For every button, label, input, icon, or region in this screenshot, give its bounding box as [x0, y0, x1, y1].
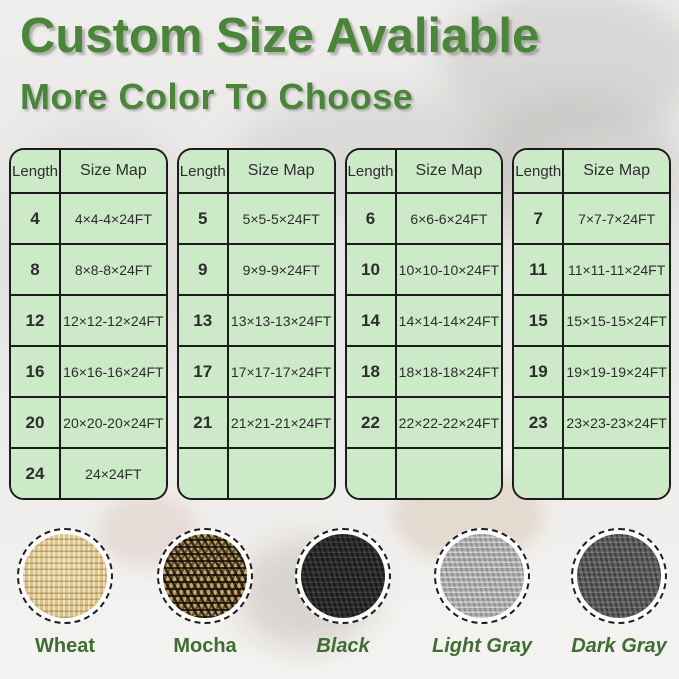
length-cell: 20 — [11, 396, 59, 447]
length-cell: 23 — [514, 396, 563, 447]
size-map-cell: 24×24FT — [59, 447, 166, 498]
length-cell: 12 — [11, 294, 59, 345]
length-cell — [346, 447, 395, 498]
size-map-cell: 22×22-22×24FT — [394, 396, 502, 447]
length-cell: 14 — [346, 294, 395, 345]
length-cell: 16 — [11, 345, 59, 396]
length-cell: 5 — [178, 192, 227, 243]
length-cell: 9 — [178, 243, 227, 294]
size-map-cell: 20×20-20×24FT — [59, 396, 166, 447]
size-map-cell: 11×11-11×24FT — [562, 243, 669, 294]
length-header-cell: Length — [346, 150, 395, 192]
length-cell: 22 — [346, 396, 395, 447]
length-cell — [514, 447, 563, 498]
length-cell: 13 — [178, 294, 227, 345]
size-table: Length Size Map 7 7×7-7×24FT 11 11×11-11×24FT… — [512, 148, 671, 500]
length-cell: 19 — [514, 345, 563, 396]
color-swatch-mocha: Mocha — [135, 528, 275, 658]
black-fabric-icon — [301, 534, 385, 618]
swatch-dashed-ring — [295, 528, 391, 624]
size-map-header-cell: Size Map — [226, 150, 334, 192]
length-cell: 4 — [11, 192, 59, 243]
length-cell: 18 — [346, 345, 395, 396]
length-cell: 10 — [346, 243, 395, 294]
length-cell: 7 — [514, 192, 563, 243]
size-map-cell: 21×21-21×24FT — [226, 396, 334, 447]
color-swatches: Wheat Mocha Black Light Gray Dark Gray — [0, 528, 679, 668]
size-map-cell: 14×14-14×24FT — [394, 294, 502, 345]
swatch-dashed-ring — [157, 528, 253, 624]
color-swatch-dark-gray: Dark Gray — [549, 528, 679, 658]
color-swatch-black: Black — [273, 528, 413, 658]
size-map-cell: 7×7-7×24FT — [562, 192, 669, 243]
page-subtitle: More Color To Choose — [20, 76, 414, 117]
size-map-cell — [562, 447, 669, 498]
dark-gray-fabric-icon — [577, 534, 661, 618]
size-map-cell: 10×10-10×24FT — [394, 243, 502, 294]
length-cell — [178, 447, 227, 498]
size-map-cell: 6×6-6×24FT — [394, 192, 502, 243]
wheat-fabric-icon — [23, 534, 107, 618]
size-map-cell: 17×17-17×24FT — [226, 345, 334, 396]
light-gray-fabric-icon — [440, 534, 524, 618]
swatch-label: Wheat — [35, 635, 95, 657]
size-map-cell: 5×5-5×24FT — [226, 192, 334, 243]
size-map-header-cell: Size Map — [59, 150, 166, 192]
length-cell: 8 — [11, 243, 59, 294]
size-table: Length Size Map 6 6×6-6×24FT 10 10×10-10×24FT… — [344, 148, 504, 500]
swatch-label: Light Gray — [431, 635, 532, 657]
swatch-dashed-ring — [434, 528, 530, 624]
size-map-cell: 9×9-9×24FT — [226, 243, 334, 294]
size-map-cell: 16×16-16×24FT — [59, 345, 166, 396]
size-tables: Length Size Map 4 4×4-4×24FT 8 8×8-8×24FT 12 12… — [9, 148, 671, 500]
size-map-cell: 12×12-12×24FT — [59, 294, 166, 345]
size-table: Length Size Map 5 5×5-5×24FT 9 9×9-9×24FT 13 13… — [176, 148, 336, 500]
size-map-cell: 18×18-18×24FT — [394, 345, 502, 396]
color-swatch-wheat: Wheat — [0, 528, 135, 658]
size-map-cell: 4×4-4×24FT — [59, 192, 166, 243]
length-cell: 17 — [178, 345, 227, 396]
size-map-cell: 23×23-23×24FT — [562, 396, 669, 447]
mocha-fabric-icon — [163, 534, 247, 618]
swatch-dashed-ring — [571, 528, 667, 624]
size-map-cell — [394, 447, 502, 498]
length-cell: 15 — [514, 294, 563, 345]
color-swatch-light-gray: Light Gray — [412, 528, 552, 658]
length-header-cell: Length — [514, 150, 563, 192]
length-header-cell: Length — [178, 150, 227, 192]
swatch-label: Mocha — [173, 635, 237, 657]
length-cell: 11 — [514, 243, 563, 294]
size-map-cell: 8×8-8×24FT — [59, 243, 166, 294]
size-map-cell: 19×19-19×24FT — [562, 345, 669, 396]
size-map-cell: 13×13-13×24FT — [226, 294, 334, 345]
length-header-cell: Length — [11, 150, 59, 192]
swatch-dashed-ring — [17, 528, 113, 624]
size-map-cell: 15×15-15×24FT — [562, 294, 669, 345]
size-map-cell — [226, 447, 334, 498]
swatch-label: Black — [316, 635, 370, 657]
size-table: Length Size Map 4 4×4-4×24FT 8 8×8-8×24FT 12 12… — [9, 148, 168, 500]
page-title: Custom Size Avaliable — [20, 9, 540, 63]
size-map-header-cell: Size Map — [394, 150, 502, 192]
size-map-header-cell: Size Map — [562, 150, 669, 192]
swatch-label: Dark Gray — [571, 635, 667, 657]
length-cell: 21 — [178, 396, 227, 447]
length-cell: 24 — [11, 447, 59, 498]
length-cell: 6 — [346, 192, 395, 243]
